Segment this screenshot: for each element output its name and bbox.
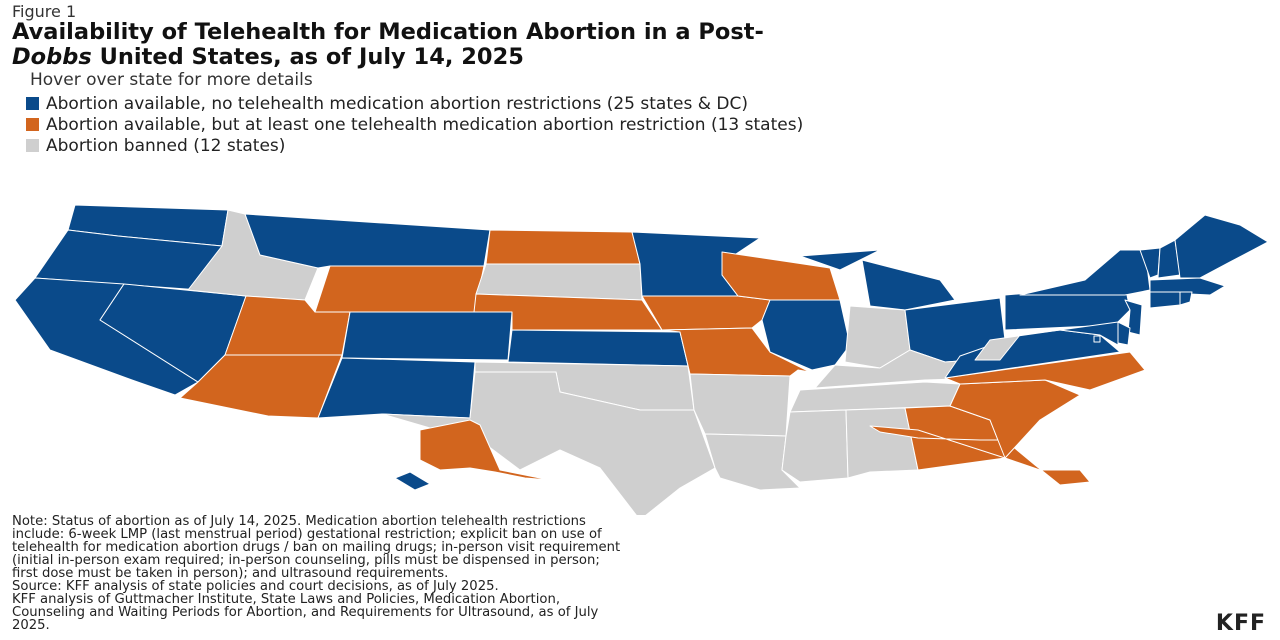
state-ak[interactable] [419,419,551,481]
state-il[interactable] [761,299,851,371]
state-nd[interactable] [485,229,641,265]
legend-item-no-restrictions[interactable]: Abortion available, no telehealth medica… [12,95,1274,114]
state-az[interactable] [179,354,343,419]
legend-label: Abortion available, but at least one tel… [46,115,804,135]
state-mt[interactable] [244,213,491,269]
legend-swatch-orange [26,118,39,131]
legend-item-banned[interactable]: Abortion banned (12 states) [12,137,1274,156]
title-line-1: Availability of Telehealth for Medicatio… [12,19,764,45]
source-line: Source: KFF analysis of state policies a… [12,579,499,594]
title-line-2: Dobbs United States, as of July 14, 2025 [12,45,1252,70]
state-ar[interactable] [689,373,791,437]
state-nm[interactable] [317,357,476,419]
source-line: 2025. [12,618,50,633]
state-sc[interactable] [949,379,1081,459]
state-me[interactable] [1174,214,1269,279]
state-tx[interactable] [381,371,716,515]
state-ma[interactable] [1149,277,1226,296]
us-states-map [14,204,1269,515]
title-italic: Dobbs [12,44,92,70]
state-mi[interactable] [799,249,956,311]
legend-item-restriction[interactable]: Abortion available, but at least one tel… [12,116,1274,135]
state-nc[interactable] [944,351,1146,391]
legend-label: Abortion banned (12 states) [46,136,286,156]
state-hi[interactable] [394,471,431,491]
figure-label: Figure 1 [12,2,77,21]
state-co[interactable] [341,311,513,361]
hover-instruction: Hover over state for more details [30,70,313,90]
note-line: telehealth for medication abortion drugs… [12,540,621,555]
state-wv[interactable] [974,329,1061,361]
legend: Abortion available, no telehealth medica… [12,95,1274,158]
source-line: Counseling and Waiting Periods for Abort… [12,605,599,620]
state-ms[interactable] [781,409,849,483]
chart-title: Availability of Telehealth for Medicatio… [12,20,1252,70]
note-line: Note: Status of abortion as of July 14, … [12,514,586,529]
note-line: include: 6-week LMP (last menstrual peri… [12,527,602,542]
state-ct[interactable] [1149,291,1181,309]
note-line: (initial in-person exam required; in-per… [12,553,600,568]
state-ks[interactable] [507,329,689,367]
source-line: KFF analysis of Guttmacher Institute, St… [12,592,561,607]
kff-logo: KFF [1215,611,1266,636]
legend-swatch-blue [26,97,39,110]
state-ny[interactable] [1019,249,1151,296]
chart-note: Note: Status of abortion as of July 14, … [12,515,1152,632]
state-ia[interactable] [641,295,771,331]
title-rest: United States, as of July 14, 2025 [91,44,524,70]
state-mo[interactable] [661,327,811,377]
legend-label: Abortion available, no telehealth medica… [46,94,748,114]
legend-swatch-gray [26,139,39,152]
state-wy[interactable] [314,265,485,315]
state-ri[interactable] [1179,291,1193,306]
state-nj[interactable] [1124,299,1143,336]
state-al[interactable] [845,407,919,479]
state-dc[interactable] [1093,335,1101,343]
note-line: first dose must be taken in person); and… [12,566,449,581]
state-md[interactable] [1059,321,1119,346]
